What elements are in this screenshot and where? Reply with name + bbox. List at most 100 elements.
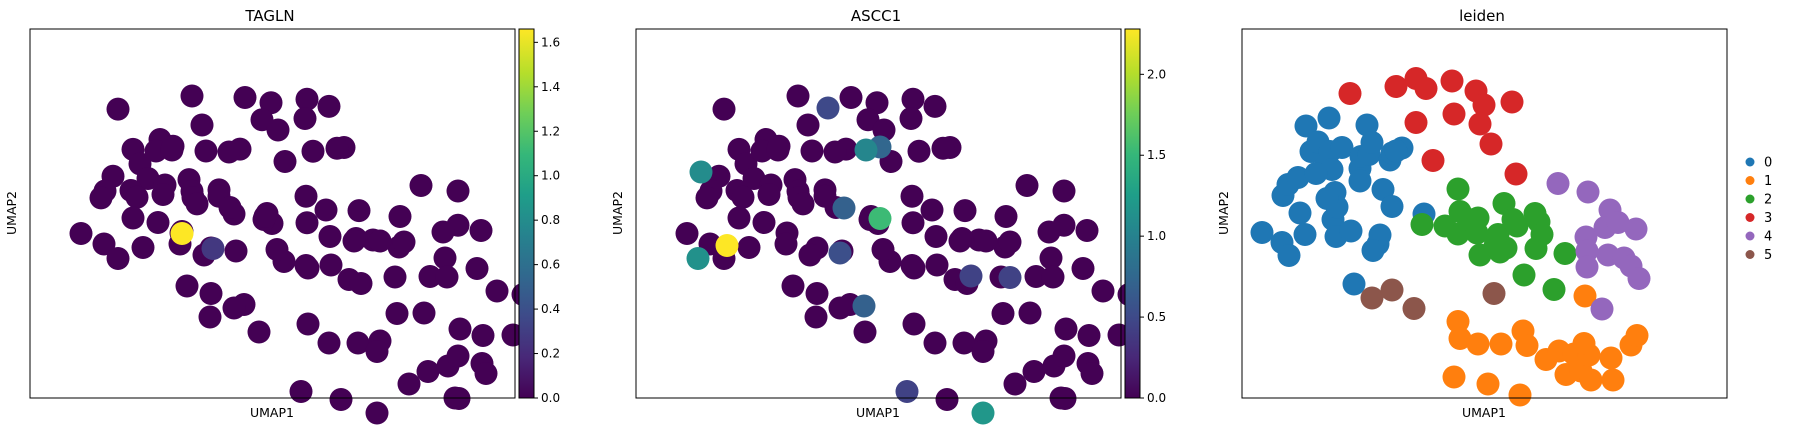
scatter-point [1482,282,1506,305]
scatter-point [731,185,755,209]
scatter-point [319,253,343,277]
colorbar-tick-label: 0.2 [541,347,560,361]
scatter-point [1404,111,1428,134]
scatter-point [253,205,277,228]
scatter-point [1339,219,1363,243]
scatter-point [871,238,895,261]
scatter-points [1250,67,1651,407]
colorbar-tick-label: 2.0 [1147,67,1166,81]
scatter-point [1080,362,1104,385]
scatter-point [971,401,995,425]
scatter-point [1542,278,1566,301]
scatter-point [1052,344,1076,368]
scatter-point [317,331,341,355]
scatter-point [265,238,289,261]
scatter-point [798,243,822,267]
scatter-point [994,205,1018,228]
scatter-point [1601,368,1625,392]
scatter-point [448,317,472,341]
scatter-point [816,96,840,120]
scatter-point [1317,106,1341,130]
scatter-point [1590,297,1614,321]
scatter-point [1466,206,1490,230]
scatter-point [199,282,223,305]
scatter-point [1304,162,1328,185]
scatter-point [931,136,955,160]
scatter-point [301,139,325,163]
scatter-point [675,222,699,245]
scatter-point [273,150,297,173]
scatter-point [431,220,455,244]
scatter-point [385,302,409,325]
y-axis-label: UMAP2 [610,191,625,235]
y-axis-label: UMAP2 [4,191,19,235]
panel-ascc1: ASCC1 UMAP1 UMAP2 [610,7,1141,425]
scatter-point [712,97,736,121]
scatter-point [1338,82,1362,105]
scatter-point [781,274,805,298]
legend-marker [1745,157,1755,167]
scatter-point [1442,365,1466,389]
scatter-point [1624,217,1648,241]
legend-marker [1745,250,1755,259]
scatter-point [854,138,878,162]
scatter-point [1293,223,1317,246]
scatter-point [383,265,407,289]
scatter-point [294,184,318,208]
scatter-point [416,360,440,383]
scatter-point [695,186,719,210]
scatter-point [796,113,820,137]
scatter-point [1277,244,1301,267]
scatter-point [823,140,847,164]
scatter-point [259,91,283,115]
scatter-point [346,331,370,355]
scatter-point [198,305,222,329]
scatter-point [901,87,925,111]
colorbar-tick-label: 0.0 [541,391,560,405]
legend-label: 3 [1764,211,1772,226]
colorbar-tick-label: 0.8 [541,213,560,227]
scatter-point [1052,179,1076,203]
colorbar-tick-label: 0.0 [1147,391,1166,405]
scatter-point [92,232,116,256]
scatter-point [1380,195,1404,218]
x-axis-label: UMAP1 [1462,405,1506,420]
scatter-point [1489,332,1513,356]
scatter-point [901,211,925,235]
scatter-point [686,247,710,270]
scatter-point [201,237,225,260]
panel-leiden: leiden UMAP1 UMAP2 [1216,7,1728,420]
scatter-point [446,344,470,368]
scatter-point [948,229,972,253]
scatter-point [1071,257,1095,280]
scatter-point [1446,310,1470,333]
legend-label: 2 [1764,193,1772,208]
scatter-point [412,301,436,325]
scatter-point [170,222,194,245]
scatter-point [1500,90,1524,114]
scatter-point [185,192,209,216]
scatter-point [1402,297,1426,320]
legend-marker [1745,231,1755,241]
scatter-point [991,302,1015,325]
scatter-point [902,256,926,280]
colorbar-tick-label: 0.5 [1147,310,1166,324]
plot-frame [1241,28,1728,399]
scatter-point [465,257,489,280]
scatter-point [151,183,175,206]
scatter-point [318,225,342,248]
scatter-point [752,211,776,234]
scatter-point [1546,172,1570,195]
scatter-point [1512,263,1536,287]
colorbar-gradient [1124,28,1141,399]
scatter-point [1355,113,1379,137]
plot-frame [29,28,516,399]
scatter-point [125,185,149,209]
plot-frame [635,28,1122,399]
panel-title: TAGLN [244,7,294,25]
legend-marker [1745,194,1755,204]
scatter-point [1446,177,1470,201]
scatter-point [1294,114,1318,138]
scatter-point [194,139,218,163]
